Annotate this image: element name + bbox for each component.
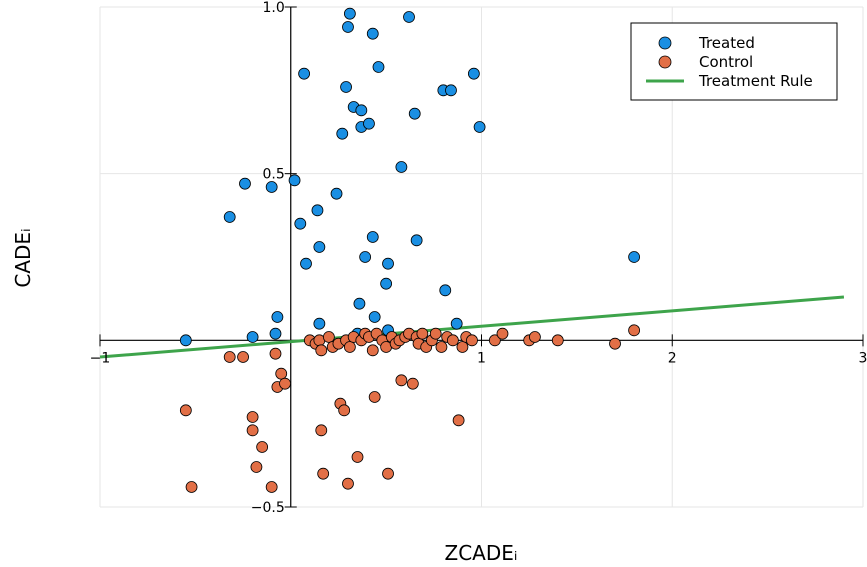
x-tick-label: −1 xyxy=(90,350,111,366)
treated-point xyxy=(313,317,326,330)
treated-point xyxy=(340,81,352,93)
treated-point xyxy=(368,311,381,323)
treated-point xyxy=(313,241,326,253)
x-tick-label: 1 xyxy=(477,350,486,366)
treated-point xyxy=(408,107,421,120)
control-point xyxy=(452,414,465,427)
data-points-layer xyxy=(179,7,640,493)
x-tick-label: 3 xyxy=(859,350,867,366)
legend-control-marker xyxy=(658,55,672,69)
y-axis-title: CADEᵢ xyxy=(11,228,35,287)
treated-point xyxy=(239,177,251,190)
control-point xyxy=(237,351,249,363)
control-point xyxy=(275,367,288,380)
control-point xyxy=(429,327,442,340)
control-point xyxy=(315,344,328,357)
treated-point xyxy=(179,334,192,347)
legend-label: Treated xyxy=(698,34,755,52)
control-point xyxy=(269,347,282,360)
tick-labels: −1 1 2 3 −0.5 0.5 1.0 xyxy=(90,0,867,516)
control-point xyxy=(279,377,291,390)
treated-point xyxy=(311,204,324,217)
control-point xyxy=(179,404,192,417)
control-point xyxy=(322,331,335,343)
treated-point xyxy=(366,231,379,243)
control-point xyxy=(406,377,419,390)
control-point xyxy=(395,374,408,387)
control-point xyxy=(609,337,621,350)
control-point xyxy=(496,327,509,340)
treated-point xyxy=(288,174,301,187)
control-point xyxy=(351,451,364,463)
control-point xyxy=(317,467,330,480)
treated-point xyxy=(439,284,452,297)
control-point xyxy=(456,341,469,353)
control-point xyxy=(416,327,429,340)
control-point xyxy=(343,341,356,353)
x-axis-title: ZCADEᵢ xyxy=(445,541,518,565)
treated-point xyxy=(343,7,356,20)
control-point xyxy=(435,341,448,353)
treated-point xyxy=(298,67,311,80)
treated-point xyxy=(366,27,379,40)
control-point xyxy=(246,411,259,423)
treatment-rule-layer xyxy=(99,295,845,359)
legend-treated-marker xyxy=(658,36,672,50)
treatment-rule-line xyxy=(99,295,845,359)
treated-point xyxy=(269,327,282,340)
control-point xyxy=(315,424,328,437)
control-point xyxy=(488,334,501,347)
treated-point xyxy=(372,61,385,73)
treated-point xyxy=(450,317,463,330)
control-point xyxy=(223,351,236,363)
treated-point xyxy=(342,21,354,33)
control-point xyxy=(256,441,269,453)
treated-point xyxy=(330,187,343,200)
control-point xyxy=(185,481,198,493)
treated-point xyxy=(300,257,312,270)
treated-point xyxy=(294,217,307,230)
treated-point xyxy=(467,67,480,80)
treated-point xyxy=(363,117,375,130)
treated-point xyxy=(403,11,415,23)
control-point xyxy=(466,334,478,347)
treated-point xyxy=(246,331,259,343)
y-tick-label: 0.5 xyxy=(262,167,284,183)
y-tick-label: 1.0 xyxy=(262,0,284,16)
treated-point xyxy=(336,127,349,140)
treated-point xyxy=(628,251,640,263)
control-point xyxy=(338,404,351,417)
treated-point xyxy=(265,181,278,193)
control-point xyxy=(628,324,640,337)
legend-label: Control xyxy=(699,53,753,71)
treated-point xyxy=(355,104,368,117)
control-point xyxy=(446,334,459,347)
treated-point xyxy=(353,297,366,310)
control-point xyxy=(342,477,354,490)
control-point xyxy=(265,481,278,493)
treated-point xyxy=(380,277,393,290)
legend-label: Treatment Rule xyxy=(698,72,813,90)
control-point xyxy=(246,424,259,437)
treated-point xyxy=(410,234,423,247)
control-point xyxy=(366,344,379,357)
y-tick-label: −0.5 xyxy=(251,500,285,516)
treated-point xyxy=(223,211,236,223)
control-point xyxy=(382,467,394,480)
treated-point xyxy=(359,251,372,263)
treated-point xyxy=(395,161,408,173)
x-tick-label: 2 xyxy=(668,350,677,366)
control-point xyxy=(551,334,564,347)
treated-point xyxy=(445,84,457,97)
treated-point xyxy=(473,121,486,133)
control-point xyxy=(529,331,541,343)
treated-point xyxy=(382,257,394,270)
control-point xyxy=(250,461,263,473)
control-point xyxy=(368,391,381,403)
treated-point xyxy=(271,311,284,323)
